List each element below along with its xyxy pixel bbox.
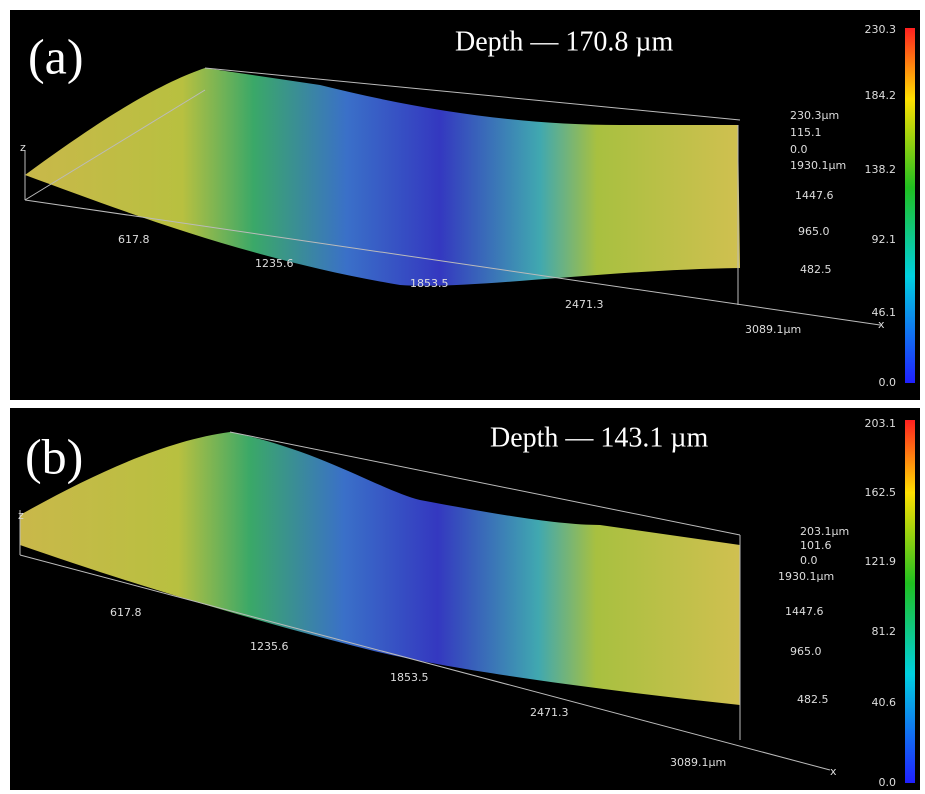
y-tick-label: 965.0 xyxy=(798,225,830,238)
colorbar-tick-label: 0.0 xyxy=(879,776,897,789)
colorbar-tick-label: 0.0 xyxy=(879,376,897,389)
x-tick-label: 1235.6 xyxy=(250,640,289,653)
z-tick-label: 0.0 xyxy=(800,554,818,567)
panel-label: (a) xyxy=(28,28,84,84)
colorbar-tick-label: 81.2 xyxy=(872,625,897,638)
x-tick-label: 2471.3 xyxy=(565,298,604,311)
colorbar-tick-label: 40.6 xyxy=(872,696,897,709)
surface xyxy=(20,432,740,705)
colorbar-tick-label: 121.9 xyxy=(865,555,897,568)
axis-line xyxy=(19,554,831,771)
z-tick-label: 203.1µm xyxy=(800,525,849,538)
colorbar-tick-label: 184.2 xyxy=(865,89,897,102)
axis-letter: z xyxy=(18,509,24,522)
colorbar-tick-label: 162.5 xyxy=(865,486,897,499)
axis-letter: x xyxy=(830,765,837,778)
x-tick-label: 2471.3 xyxy=(530,706,569,719)
y-tick-label: 965.0 xyxy=(790,645,822,658)
colorbar xyxy=(905,28,915,383)
axis-line xyxy=(229,431,741,536)
y-tick-label: 482.5 xyxy=(797,693,829,706)
colorbar-tick-label: 138.2 xyxy=(865,163,897,176)
depth-title: Depth — 170.8 µm xyxy=(455,26,674,57)
y-tick-label: 1930.1µm xyxy=(790,159,846,172)
colorbar xyxy=(905,420,915,783)
axis-letter: x xyxy=(878,318,885,331)
y-tick-label: 1447.6 xyxy=(785,605,824,618)
surface xyxy=(25,68,740,286)
colorbar-tick-label: 46.1 xyxy=(872,306,897,319)
x-tick-label: 3089.1µm xyxy=(745,323,801,336)
x-tick-label: 1853.5 xyxy=(410,277,449,290)
x-tick-label: 1853.5 xyxy=(390,671,429,684)
axis-letter: z xyxy=(20,141,26,154)
x-tick-label: 617.8 xyxy=(110,606,142,619)
x-tick-label: 3089.1µm xyxy=(670,756,726,769)
colorbar-tick-label: 230.3 xyxy=(865,23,897,36)
z-tick-label: 115.1 xyxy=(790,126,822,139)
colorbar-tick-label: 203.1 xyxy=(865,417,897,430)
y-tick-label: 482.5 xyxy=(800,263,832,276)
axis-line xyxy=(24,89,206,201)
z-tick-label: 101.6 xyxy=(800,539,832,552)
colorbar-tick-label: 92.1 xyxy=(872,233,897,246)
depth-title: Depth — 143.1 µm xyxy=(490,422,709,453)
z-tick-label: 230.3µm xyxy=(790,109,839,122)
x-tick-label: 1235.6 xyxy=(255,257,294,270)
panel-label: (b) xyxy=(25,428,83,484)
y-tick-label: 1447.6 xyxy=(795,189,834,202)
z-tick-label: 0.0 xyxy=(790,143,808,156)
axis-line xyxy=(204,67,741,121)
y-tick-label: 1930.1µm xyxy=(778,570,834,583)
x-tick-label: 617.8 xyxy=(118,233,150,246)
